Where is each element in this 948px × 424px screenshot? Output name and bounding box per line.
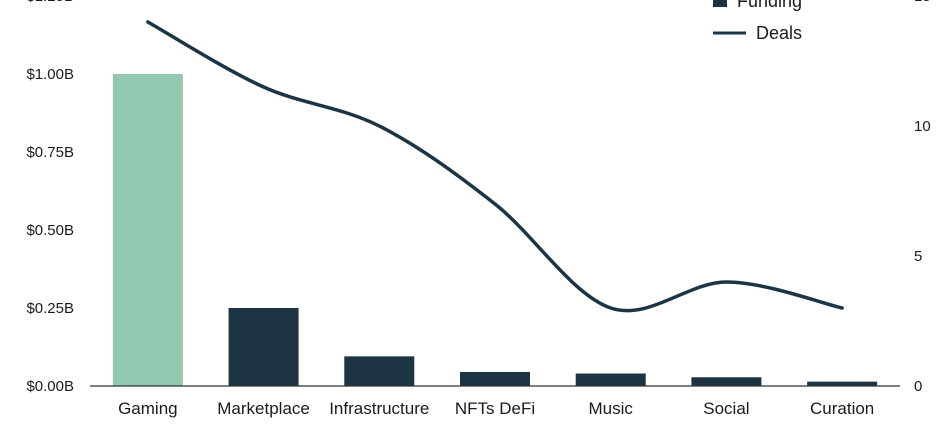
funding-bar	[575, 373, 646, 386]
legend-funding-swatch	[713, 0, 727, 7]
funding-bars	[112, 74, 878, 386]
funding-bar	[807, 381, 878, 386]
right-tick-label: 10	[914, 118, 931, 135]
category-label: Social	[703, 399, 749, 418]
funding-bar	[460, 371, 530, 386]
left-axis: $0.00B $0.25B $0.50B $0.75B $1.00B $1.25B	[26, 0, 74, 395]
funding-bar	[228, 308, 299, 386]
left-tick-label: $0.50B	[26, 222, 74, 239]
right-tick-label: 0	[914, 378, 922, 395]
legend: Funding Deals	[713, 0, 802, 43]
legend-funding-label: Funding	[737, 0, 802, 11]
right-tick-label: 5	[914, 248, 922, 265]
deals-line	[146, 20, 844, 313]
category-label: Music	[589, 399, 634, 418]
left-tick-label: $1.25B	[26, 0, 74, 5]
right-axis: 0 5 10 15	[914, 0, 931, 395]
category-label: Marketplace	[217, 399, 310, 418]
category-label: Infrastructure	[329, 399, 429, 418]
legend-deals-label: Deals	[756, 23, 802, 43]
right-tick-label: 15	[914, 0, 931, 5]
funding-bar	[344, 356, 415, 386]
category-label: NFTs DeFi	[455, 399, 535, 418]
funding-bar	[112, 74, 183, 386]
left-tick-label: $0.00B	[26, 378, 74, 395]
left-tick-label: $0.25B	[26, 300, 74, 317]
category-label: Curation	[810, 399, 874, 418]
funding-bar	[691, 377, 762, 386]
category-labels: Gaming Marketplace Infrastructure NFTs DeFi…	[118, 399, 874, 418]
left-tick-label: $1.00B	[26, 66, 74, 83]
left-tick-label: $0.75B	[26, 144, 74, 161]
category-label: Gaming	[118, 399, 178, 418]
